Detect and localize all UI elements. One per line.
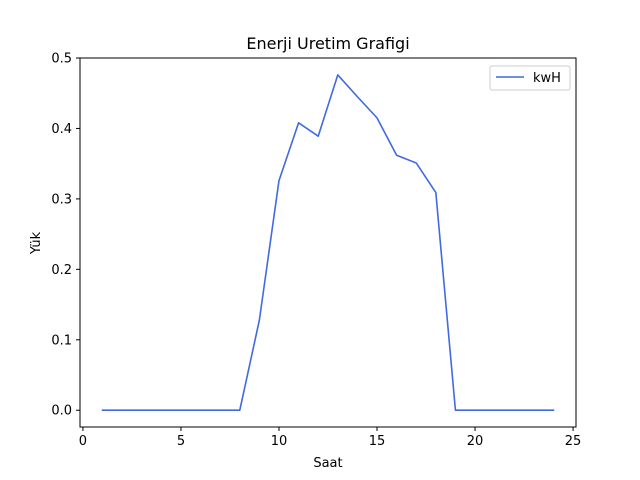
series-group: [101, 74, 555, 412]
y-axis-label: Yük: [29, 231, 44, 255]
x-axis-label: Saat: [313, 456, 342, 471]
x-tick-label: 0: [79, 434, 87, 449]
y-tick-label: 0.4: [51, 122, 72, 137]
x-tick-label: 20: [467, 434, 484, 449]
y-axis-ticks: 0.0 0.1 0.2 0.3 0.4 0.5: [51, 52, 80, 419]
series-line-kwh: [101, 74, 555, 412]
legend: kwH: [489, 65, 571, 91]
x-tick-label: 25: [565, 434, 582, 449]
x-axis-ticks: 0 5 10 15 20 25: [79, 427, 582, 449]
y-tick-label: 0.0: [51, 404, 72, 419]
y-tick-label: 0.1: [51, 333, 72, 348]
legend-entry-kwh: kwH: [533, 71, 561, 86]
x-tick-label: 10: [271, 434, 288, 449]
y-tick-label: 0.3: [51, 192, 72, 207]
x-tick-label: 15: [369, 434, 386, 449]
y-tick-label: 0.5: [51, 52, 72, 67]
plot-frame: [79, 57, 577, 428]
legend-box: [489, 65, 571, 91]
plot-area: [79, 57, 577, 428]
chart-title: Enerji Uretim Grafigi: [246, 34, 409, 53]
x-tick-label: 5: [177, 434, 185, 449]
y-tick-label: 0.2: [51, 263, 72, 278]
